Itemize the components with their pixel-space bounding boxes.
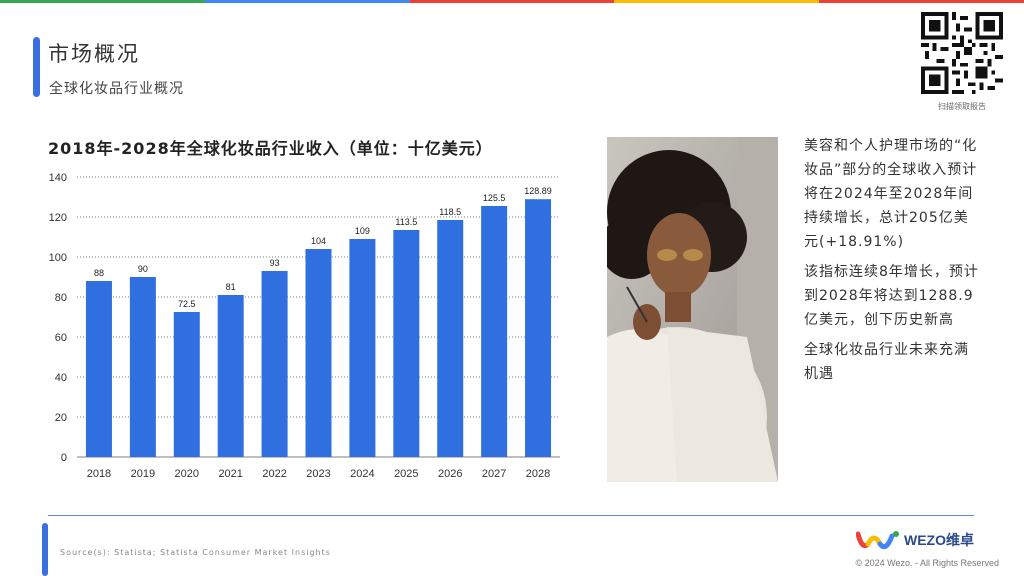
logo-text: WEZO维卓 xyxy=(904,532,974,548)
bar-value-label: 88 xyxy=(94,268,104,278)
y-tick-label: 0 xyxy=(61,452,67,464)
bar-value-label: 90 xyxy=(138,264,148,274)
title-accent-bar xyxy=(33,37,40,97)
copyright-text: © 2024 Wezo. - All Rights Reserved xyxy=(855,558,999,568)
bar xyxy=(393,230,420,457)
wezo-logo: WEZO维卓 xyxy=(856,528,974,552)
bar-value-label: 118.5 xyxy=(439,207,461,217)
topbar-segment-blue xyxy=(204,0,410,3)
bar-value-label: 72.5 xyxy=(178,299,196,309)
wezo-logo-icon xyxy=(856,531,899,550)
x-tick-label: 2028 xyxy=(526,468,550,480)
side-paragraph-2: 该指标连续8年增长，预计到2028年将达到1288.9亿美元，创下历史新高 xyxy=(804,264,979,328)
y-tick-label: 140 xyxy=(49,172,67,184)
footer-accent-bar xyxy=(42,523,48,576)
side-paragraph-3: 全球化妆品行业未来充满机遇 xyxy=(804,342,969,382)
y-tick-label: 20 xyxy=(55,412,67,424)
page-subtitle: 全球化妆品行业概况 xyxy=(49,81,184,97)
x-tick-label: 2025 xyxy=(394,468,418,480)
model-photo xyxy=(607,137,778,482)
x-tick-label: 2020 xyxy=(175,468,199,480)
bar xyxy=(525,199,552,457)
topbar-segment-yellow xyxy=(614,0,820,3)
y-tick-label: 60 xyxy=(55,332,67,344)
y-tick-label: 100 xyxy=(49,252,67,264)
x-tick-label: 2021 xyxy=(218,468,242,480)
bar-value-label: 104 xyxy=(311,236,326,246)
bar-value-label: 128.89 xyxy=(524,186,552,196)
bar-value-label: 81 xyxy=(226,282,236,292)
x-tick-label: 2024 xyxy=(350,468,374,480)
x-tick-label: 2026 xyxy=(438,468,462,480)
topbar-segment-red xyxy=(409,0,615,3)
topbar-segment-red-2 xyxy=(819,0,1024,3)
bar xyxy=(217,295,244,457)
revenue-bar-chart: 0 20 40 60 80 100 120 140 88 2018 90 2019 72.5 2020 81… xyxy=(49,172,560,480)
y-tick-label: 80 xyxy=(55,292,67,304)
bar xyxy=(305,249,332,457)
x-tick-label: 2022 xyxy=(262,468,286,480)
bar-value-label: 109 xyxy=(355,226,370,236)
footer-divider xyxy=(48,515,974,516)
side-paragraph-1: 美容和个人护理市场的“化妆品”部分的全球收入预计将在2024年至2028年间持续… xyxy=(804,138,978,250)
bar-value-label: 113.5 xyxy=(395,217,417,227)
page-title: 市场概况 xyxy=(48,42,140,66)
chart-title: 2018年-2028年全球化妆品行业收入（单位：十亿美元） xyxy=(48,139,493,158)
bar xyxy=(349,239,376,457)
topbar-segment-green xyxy=(0,0,205,3)
bar xyxy=(173,312,200,457)
bar xyxy=(129,277,156,457)
source-note: Source(s): Statista; Statista Consumer M… xyxy=(60,548,331,557)
bar xyxy=(261,271,288,457)
qr-code-icon[interactable] xyxy=(921,12,1003,94)
qr-caption: 扫描领取报告 xyxy=(938,102,986,111)
side-description: 美容和个人护理市场的“化妆品”部分的全球收入预计将在2024年至2028年间持续… xyxy=(804,134,982,392)
y-tick-label: 120 xyxy=(49,212,67,224)
bar xyxy=(85,281,112,457)
bar xyxy=(437,220,464,457)
top-color-bar xyxy=(0,0,1024,3)
x-tick-label: 2019 xyxy=(131,468,155,480)
bar-value-label: 125.5 xyxy=(483,193,506,203)
x-tick-label: 2027 xyxy=(482,468,506,480)
bar-value-label: 93 xyxy=(270,258,280,268)
x-tick-label: 2023 xyxy=(306,468,330,480)
y-tick-label: 40 xyxy=(55,372,67,384)
bar xyxy=(481,206,508,457)
x-tick-label: 2018 xyxy=(87,468,111,480)
